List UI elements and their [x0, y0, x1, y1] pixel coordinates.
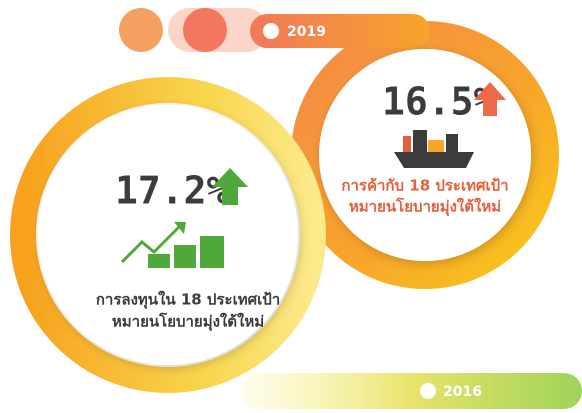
- top-year: 2019: [287, 24, 326, 40]
- stat-caption: หมายนโยบายมุ่งใต้ใหม่: [112, 312, 264, 332]
- stat-value: 16.5%: [382, 80, 497, 124]
- stat-caption: หมายนโยบายมุ่งใต้ใหม่: [349, 197, 501, 217]
- up-arrow: [474, 82, 506, 116]
- banner-dot: [420, 383, 436, 399]
- left-ring: [10, 77, 326, 393]
- stat-value: 17.2%: [115, 169, 230, 213]
- bottom-year: 2016: [443, 384, 482, 400]
- ship-icon: [394, 130, 474, 168]
- banner-dot: [263, 23, 279, 39]
- left-circle: [38, 105, 298, 365]
- up-arrow: [212, 168, 248, 205]
- stat-caption: การค้ากับ 18 ประเทศเป้า: [341, 177, 508, 195]
- bottom-banner: [240, 373, 582, 409]
- top-banner: [250, 14, 430, 48]
- money-icon: [120, 222, 224, 268]
- top-dot: [119, 8, 163, 52]
- top-dot: [183, 8, 227, 52]
- stat-caption: การลงทุนใน 18 ประเทศเป้า: [96, 291, 280, 310]
